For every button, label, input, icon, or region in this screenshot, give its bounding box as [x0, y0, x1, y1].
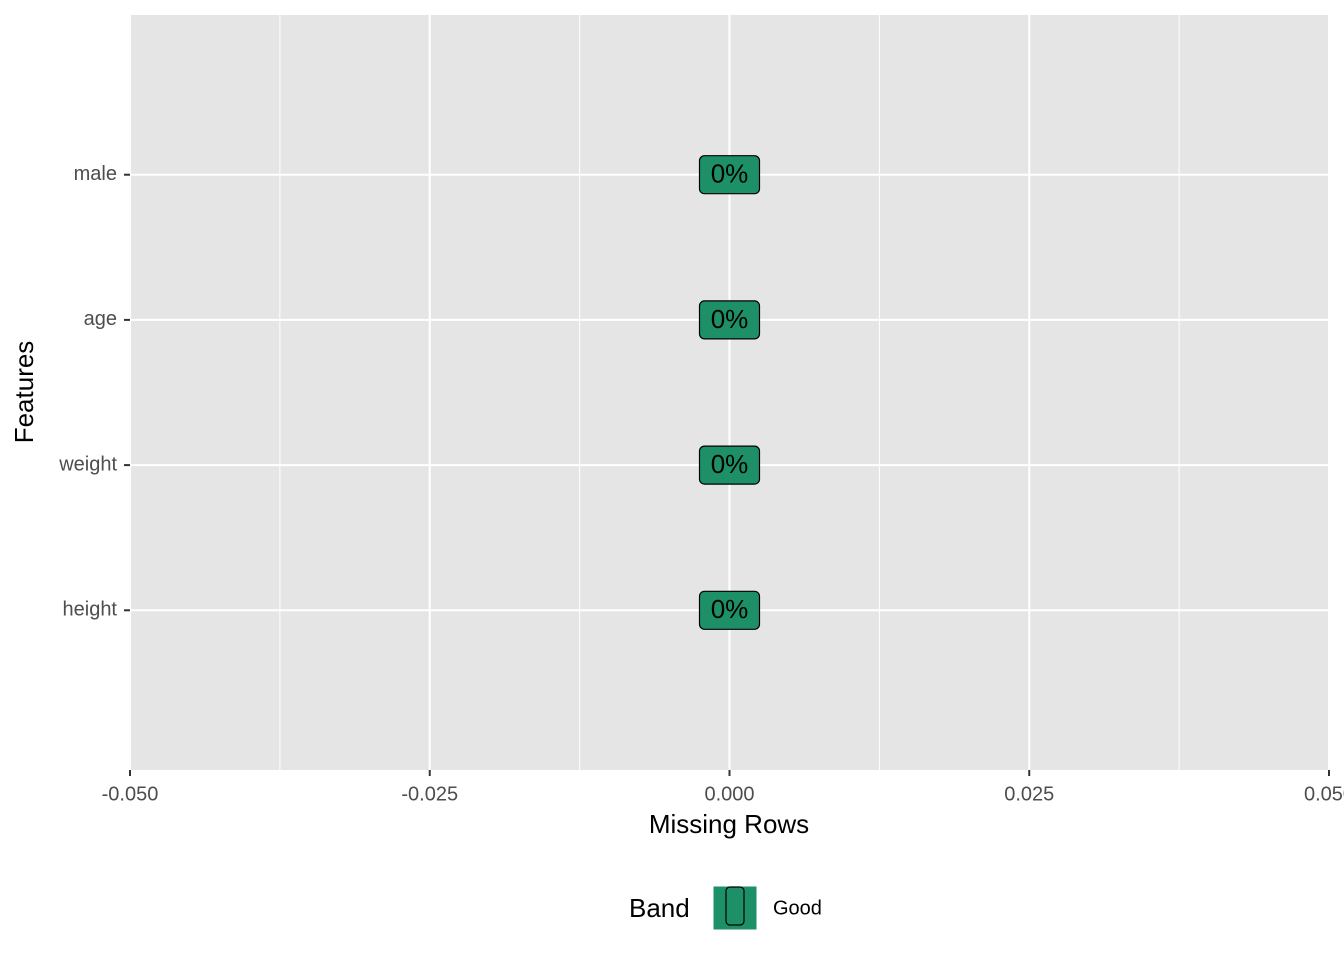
y-tick-label: weight [58, 453, 117, 475]
data-label: 0% [711, 159, 749, 189]
x-tick-label: -0.025 [401, 783, 458, 805]
data-label: 0% [711, 449, 749, 479]
data-label: 0% [711, 594, 749, 624]
x-axis-title: Missing Rows [649, 809, 809, 839]
legend-title: Band [629, 893, 690, 923]
data-label-box [698, 590, 761, 630]
data-label-box [698, 155, 761, 195]
x-tick-label: 0.025 [1004, 783, 1054, 805]
x-tick-label: -0.050 [102, 783, 159, 805]
data-label-box [698, 445, 761, 485]
legend-key-glyph [725, 886, 745, 926]
y-tick-label: male [74, 163, 117, 185]
legend-label: Good [773, 897, 822, 919]
x-tick-label: 0.000 [704, 783, 754, 805]
data-label: 0% [711, 304, 749, 334]
x-tick-label: 0.050 [1304, 783, 1344, 805]
data-label-box [698, 300, 761, 340]
y-axis-title: Features [9, 341, 39, 444]
y-tick-label: age [84, 308, 117, 330]
y-tick-label: height [63, 599, 118, 621]
